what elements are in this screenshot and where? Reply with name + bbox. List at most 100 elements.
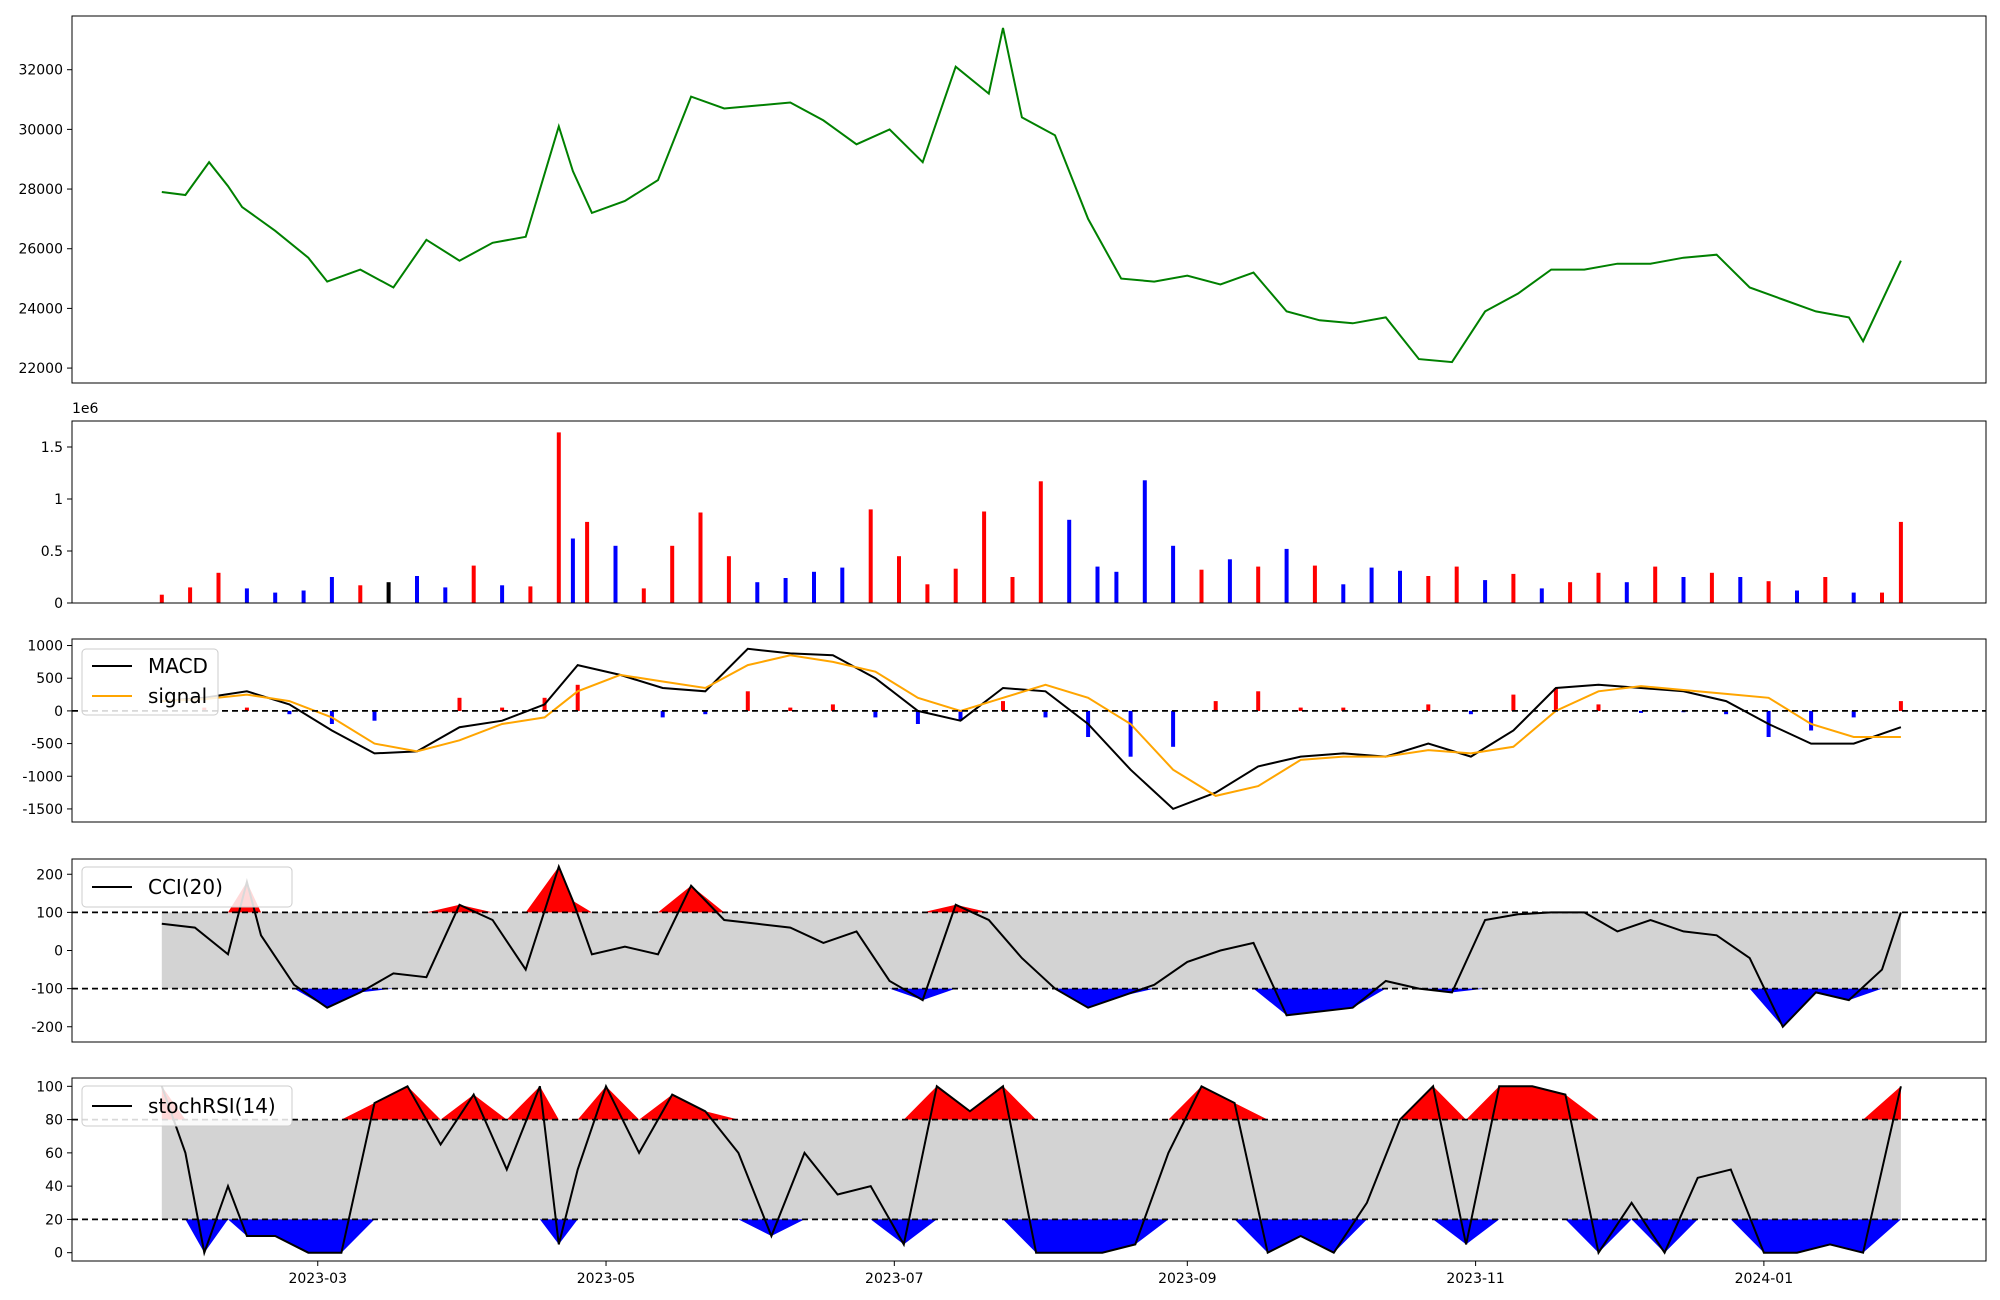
panel-2-frame [71,638,1987,823]
macd-hist-bar [1171,710,1176,747]
panel-4-ytick-label: 80 [45,1113,63,1129]
panel-3-ytick-label: 100 [36,905,63,921]
volume-bar [1851,592,1856,603]
macd-hist-bar [1213,701,1218,711]
xtick-label: 2023-05 [577,1271,636,1287]
cci-legend-box [81,866,293,908]
volume-bar [1898,521,1903,603]
volume-bar [1823,577,1828,603]
macd-hist-bar [1898,701,1903,711]
panel-2-ytick-label: 500 [36,671,63,687]
panel-3-ytick-label: 0 [54,944,63,960]
macd-hist-bar [958,710,963,721]
volume-bar [1171,545,1176,603]
volume-bar [188,587,193,603]
volume-bar [1795,590,1799,603]
macd-hist-bar [1724,710,1729,715]
volume-bar [1341,584,1346,603]
cci-line [161,863,1902,1029]
volume-bar [1539,588,1544,603]
xtick-label: 2024-01 [1735,1271,1794,1287]
volume-bar [329,577,334,603]
volume-bar [585,521,590,603]
panel-0-ytick-label: 28000 [18,182,63,198]
xtick-label: 2023-11 [1446,1271,1505,1287]
volume-bar [1312,565,1317,603]
panel-2-ytick-label: -1500 [22,802,63,818]
volume-bar [1596,572,1601,603]
volume-bar [1199,569,1204,603]
panel-4-frame [71,1077,1987,1262]
cci-band [161,912,1901,989]
volume-scale-label: 1e6 [72,401,99,417]
stochrsi-legend-label: stochRSI(14) [148,1094,276,1118]
panel-1-ytick-label: 1.5 [41,440,63,456]
volume-bar [1038,481,1043,603]
xtick-label: 2023-07 [865,1271,924,1287]
volume-bar [1067,519,1072,603]
xtick-label: 2023-09 [1158,1271,1217,1287]
macd-series-line-0 [161,647,1902,811]
volume-bar [1880,592,1884,603]
macd-legend-label-1: signal [148,684,207,708]
panel-4-ytick-label: 40 [45,1179,63,1195]
bar-layer [159,432,1903,757]
panel-2-ytick-label: 1000 [27,639,63,655]
panel-3-ytick-label: 200 [36,867,63,883]
volume-bar [982,511,987,603]
volume-bar [244,588,249,603]
panel-3-ytick-label: -100 [31,982,63,998]
macd-hist-bar [1298,707,1303,711]
volume-bar [812,571,816,603]
macd-legend-label-0: MACD [148,654,208,678]
panel-0-ytick-label: 30000 [18,122,63,138]
panel-4-ytick-label: 60 [45,1146,63,1162]
volume-bar [670,545,675,603]
volume-bar [1709,572,1714,603]
macd-hist-bar [244,707,249,711]
cci-legend-label: CCI(20) [148,875,223,899]
macd-hist-bar [500,707,505,711]
panel-2-ytick-label: -1000 [22,769,63,785]
volume-bar [1256,566,1261,603]
volume-bar [471,565,476,603]
volume-bar [1653,566,1658,603]
macd-hist-bar [1128,710,1133,757]
volume-bar [641,588,646,603]
volume-bar [613,545,618,603]
volume-bar [1511,573,1516,603]
volume-bar [726,556,731,603]
panel-4-ytick-label: 100 [36,1079,63,1095]
volume-bar [1010,577,1015,603]
macd-hist-bar [745,691,750,711]
volume-bar [1284,548,1289,603]
volume-bar [443,587,448,603]
panel-0-ytick-label: 24000 [18,301,63,317]
macd-hist-bar [1511,694,1516,711]
line-layer [160,27,1902,1257]
panel-2-ytick-label: 0 [54,704,63,720]
volume-bar [925,584,930,603]
legend-layer: MACD signal CCI(20) stochRSI(14) [81,648,293,1127]
volume-bar [1227,559,1232,603]
macd-hist-bar [1468,710,1473,715]
macd-hist-bar [873,710,878,718]
xtick-label: 2023-03 [288,1271,347,1287]
volume-bar [216,572,221,603]
volume-bar [1454,566,1459,603]
macd-hist-bar [1639,710,1643,713]
panel-0-ytick-label: 22000 [18,361,63,377]
volume-bar [1483,580,1488,603]
volume-bar [358,585,363,603]
volume-bar [528,586,533,603]
macd-hist-bar [1809,710,1814,731]
volume-bar [273,592,278,603]
stochrsi-band [161,1119,1901,1220]
volume-bar [1738,577,1743,603]
panel-0-frame [71,15,1987,384]
macd-hist-bar [575,684,580,711]
panel-1-frame [71,420,1987,604]
panel-2-ytick-label: -500 [31,737,63,753]
fill-layer [161,866,1901,1253]
volume-bar [1766,581,1771,603]
